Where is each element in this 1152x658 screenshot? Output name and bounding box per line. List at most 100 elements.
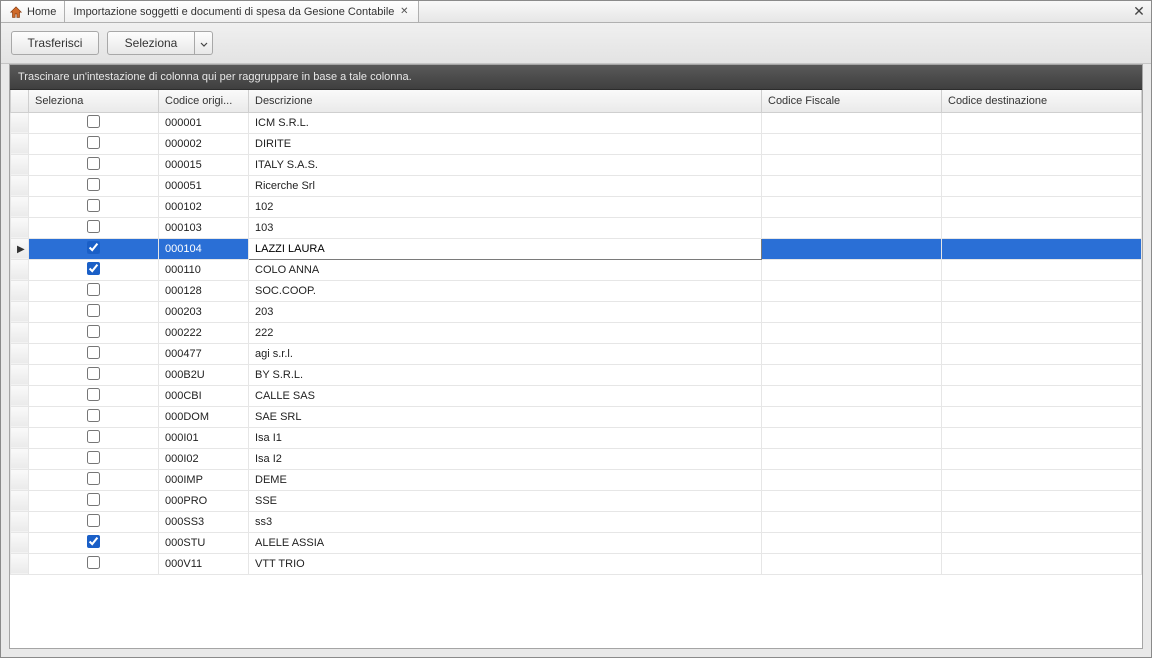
row-checkbox[interactable] <box>87 136 100 149</box>
cell-codice-destinazione[interactable] <box>942 427 1142 448</box>
header-codice-destinazione[interactable]: Codice destinazione <box>942 90 1142 112</box>
row-checkbox[interactable] <box>87 199 100 212</box>
cell-descrizione[interactable]: DIRITE <box>249 133 762 154</box>
cell-descrizione[interactable]: SAE SRL <box>249 406 762 427</box>
row-checkbox[interactable] <box>87 241 100 254</box>
window-close-icon[interactable]: ✕ <box>1131 3 1147 19</box>
cell-codice-destinazione[interactable] <box>942 364 1142 385</box>
cell-codice-fiscale[interactable] <box>762 364 942 385</box>
cell-codice-fiscale[interactable] <box>762 427 942 448</box>
cell-codice-origine[interactable]: 000IMP <box>159 469 249 490</box>
cell-codice-origine[interactable]: 000SS3 <box>159 511 249 532</box>
tab-home[interactable]: Home <box>1 1 65 22</box>
cell-codice-origine[interactable]: 000CBI <box>159 385 249 406</box>
cell-descrizione[interactable]: ICM S.R.L. <box>249 112 762 133</box>
row-checkbox[interactable] <box>87 325 100 338</box>
cell-descrizione[interactable]: 222 <box>249 322 762 343</box>
cell-codice-origine[interactable]: 000104 <box>159 238 249 259</box>
cell-descrizione[interactable]: ITALY S.A.S. <box>249 154 762 175</box>
cell-codice-fiscale[interactable] <box>762 112 942 133</box>
header-codice-origine[interactable]: Codice origi... <box>159 90 249 112</box>
cell-codice-origine[interactable]: 000001 <box>159 112 249 133</box>
table-row[interactable]: ▶000I01Isa I1 <box>11 427 1142 448</box>
cell-codice-origine[interactable]: 000DOM <box>159 406 249 427</box>
cell-codice-fiscale[interactable] <box>762 532 942 553</box>
cell-codice-fiscale[interactable] <box>762 133 942 154</box>
cell-codice-fiscale[interactable] <box>762 154 942 175</box>
cell-descrizione[interactable]: SSE <box>249 490 762 511</box>
row-checkbox[interactable] <box>87 535 100 548</box>
cell-descrizione[interactable]: ALELE ASSIA <box>249 532 762 553</box>
cell-codice-destinazione[interactable] <box>942 238 1142 259</box>
cell-codice-destinazione[interactable] <box>942 385 1142 406</box>
tab-close-icon[interactable]: ✕ <box>398 6 410 18</box>
select-dropdown-toggle[interactable] <box>195 31 213 55</box>
cell-descrizione[interactable]: 103 <box>249 217 762 238</box>
tab-document[interactable]: Importazione soggetti e documenti di spe… <box>65 1 419 22</box>
row-checkbox[interactable] <box>87 472 100 485</box>
cell-descrizione[interactable]: SOC.COOP. <box>249 280 762 301</box>
row-checkbox[interactable] <box>87 388 100 401</box>
cell-codice-fiscale[interactable] <box>762 175 942 196</box>
cell-codice-destinazione[interactable] <box>942 511 1142 532</box>
cell-codice-fiscale[interactable] <box>762 301 942 322</box>
cell-descrizione[interactable]: Isa I1 <box>249 427 762 448</box>
cell-codice-origine[interactable]: 000015 <box>159 154 249 175</box>
cell-codice-fiscale[interactable] <box>762 343 942 364</box>
cell-codice-destinazione[interactable] <box>942 280 1142 301</box>
row-checkbox[interactable] <box>87 556 100 569</box>
cell-descrizione[interactable]: COLO ANNA <box>249 259 762 280</box>
cell-codice-origine[interactable]: 000I01 <box>159 427 249 448</box>
table-row[interactable]: ▶000STUALELE ASSIA <box>11 532 1142 553</box>
cell-codice-origine[interactable]: 000I02 <box>159 448 249 469</box>
cell-codice-origine[interactable]: 000PRO <box>159 490 249 511</box>
row-checkbox[interactable] <box>87 262 100 275</box>
table-row[interactable]: ▶000103103 <box>11 217 1142 238</box>
cell-codice-fiscale[interactable] <box>762 469 942 490</box>
table-row[interactable]: ▶000203203 <box>11 301 1142 322</box>
cell-codice-fiscale[interactable] <box>762 448 942 469</box>
cell-descrizione[interactable]: ss3 <box>249 511 762 532</box>
cell-codice-fiscale[interactable] <box>762 511 942 532</box>
cell-codice-origine[interactable]: 000V11 <box>159 553 249 574</box>
row-checkbox[interactable] <box>87 409 100 422</box>
table-row[interactable]: ▶000477agi s.r.l. <box>11 343 1142 364</box>
table-row[interactable]: ▶000015ITALY S.A.S. <box>11 154 1142 175</box>
cell-codice-fiscale[interactable] <box>762 553 942 574</box>
cell-codice-fiscale[interactable] <box>762 322 942 343</box>
cell-codice-origine[interactable]: 000103 <box>159 217 249 238</box>
table-row[interactable]: ▶000IMPDEME <box>11 469 1142 490</box>
row-checkbox[interactable] <box>87 451 100 464</box>
cell-codice-origine[interactable]: 000128 <box>159 280 249 301</box>
cell-descrizione[interactable]: Isa I2 <box>249 448 762 469</box>
cell-codice-destinazione[interactable] <box>942 322 1142 343</box>
header-codice-fiscale[interactable]: Codice Fiscale <box>762 90 942 112</box>
cell-codice-origine[interactable]: 000222 <box>159 322 249 343</box>
cell-codice-origine[interactable]: 000002 <box>159 133 249 154</box>
cell-codice-origine[interactable]: 000STU <box>159 532 249 553</box>
cell-codice-destinazione[interactable] <box>942 112 1142 133</box>
row-checkbox[interactable] <box>87 220 100 233</box>
select-button[interactable]: Seleziona <box>107 31 195 55</box>
cell-codice-origine[interactable]: 000102 <box>159 196 249 217</box>
cell-codice-fiscale[interactable] <box>762 259 942 280</box>
cell-codice-destinazione[interactable] <box>942 406 1142 427</box>
group-by-bar[interactable]: Trascinare un'intestazione di colonna qu… <box>10 65 1142 90</box>
table-row[interactable]: ▶000222222 <box>11 322 1142 343</box>
row-checkbox[interactable] <box>87 346 100 359</box>
cell-codice-origine[interactable]: 000051 <box>159 175 249 196</box>
header-seleziona[interactable]: Seleziona <box>29 90 159 112</box>
cell-descrizione[interactable]: BY S.R.L. <box>249 364 762 385</box>
table-row[interactable]: ▶000V11VTT TRIO <box>11 553 1142 574</box>
cell-descrizione[interactable]: LAZZI LAURA <box>249 238 762 259</box>
cell-codice-destinazione[interactable] <box>942 217 1142 238</box>
row-checkbox[interactable] <box>87 493 100 506</box>
table-row[interactable]: ▶000B2UBY S.R.L. <box>11 364 1142 385</box>
table-row[interactable]: ▶000DOMSAE SRL <box>11 406 1142 427</box>
row-checkbox[interactable] <box>87 430 100 443</box>
cell-descrizione[interactable]: CALLE SAS <box>249 385 762 406</box>
cell-codice-destinazione[interactable] <box>942 175 1142 196</box>
cell-codice-destinazione[interactable] <box>942 196 1142 217</box>
cell-codice-fiscale[interactable] <box>762 217 942 238</box>
table-row[interactable]: ▶000002DIRITE <box>11 133 1142 154</box>
